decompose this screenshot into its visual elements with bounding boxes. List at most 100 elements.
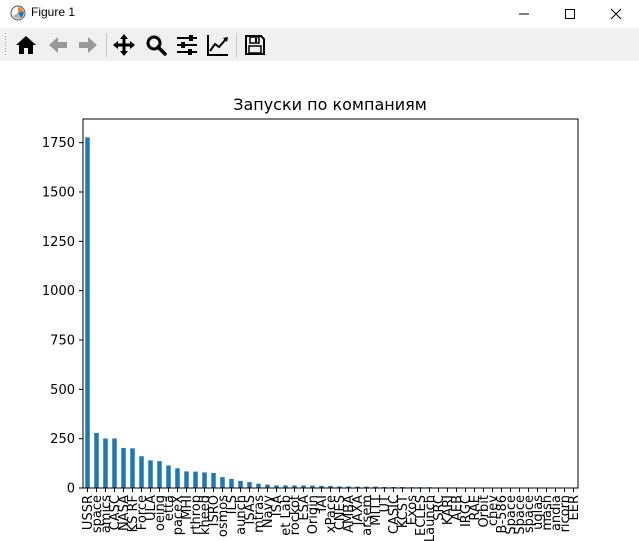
bar xyxy=(346,486,351,488)
bar xyxy=(211,473,216,488)
window-title: Figure 1 xyxy=(31,5,76,19)
x-tick-label: space xyxy=(90,495,105,533)
x-tick-label: RAE xyxy=(468,495,483,521)
x-tick-label: xPace xyxy=(324,495,339,533)
x-tick-label: JAXA xyxy=(351,495,366,526)
minimize-button[interactable] xyxy=(501,0,547,28)
arrow-left-icon xyxy=(49,37,67,53)
subplots-button[interactable] xyxy=(173,31,201,59)
y-tick-label: 1000 xyxy=(42,284,75,299)
maximize-button[interactable] xyxy=(547,0,593,28)
home-icon xyxy=(16,36,36,54)
x-tick-label: e Launch xyxy=(423,495,438,541)
bar xyxy=(274,485,279,488)
x-tick-label: Exos xyxy=(405,495,420,525)
bar xyxy=(220,477,225,488)
home-button[interactable] xyxy=(12,31,40,59)
y-tick-label: 1250 xyxy=(42,235,75,250)
x-tick-label: mash xyxy=(540,495,555,531)
x-tick-label: chev xyxy=(486,495,501,526)
chart-title: Запуски по компаниям xyxy=(233,95,427,114)
bar xyxy=(364,486,369,488)
y-tick-label: 1750 xyxy=(42,136,75,151)
x-tick-label: NASA xyxy=(117,495,132,531)
x-tick-label: AMBA xyxy=(342,495,357,533)
navigation-toolbar xyxy=(0,28,639,61)
save-button[interactable] xyxy=(241,31,269,59)
edit-axis-button[interactable] xyxy=(204,31,232,59)
x-tick-label: MHI xyxy=(180,495,195,520)
toolbar-separator xyxy=(236,33,237,57)
bar xyxy=(166,465,171,488)
bar xyxy=(175,468,180,488)
y-tick-label: 1500 xyxy=(42,186,75,201)
x-tick-label: ISRO xyxy=(207,495,222,526)
zoom-button[interactable] xyxy=(142,31,170,59)
bar xyxy=(130,448,135,488)
bar xyxy=(247,482,252,488)
bar xyxy=(373,486,378,488)
x-tick-label: kheed xyxy=(198,495,213,535)
bar xyxy=(193,471,198,488)
x-tick-label: uglas xyxy=(531,495,546,530)
x-tick-label: EER xyxy=(567,495,582,520)
close-button[interactable] xyxy=(593,0,639,28)
x-tick-label: Origin xyxy=(306,495,321,534)
x-tick-label: ULA xyxy=(144,495,159,521)
y-tick-label: 250 xyxy=(50,432,75,447)
x-tick-label: ESA xyxy=(297,495,312,521)
x-tick-label: Space xyxy=(513,495,528,535)
chart-line-icon xyxy=(207,35,228,56)
x-tick-label: Orbit xyxy=(477,495,492,528)
bar xyxy=(256,483,261,488)
maximize-icon xyxy=(565,9,575,19)
x-tick-label: UT xyxy=(378,495,393,513)
x-tick-label: aunch xyxy=(234,495,249,535)
x-tick-label: Force xyxy=(135,495,150,530)
x-tick-label: et Lab xyxy=(279,495,294,536)
y-tick-label: 500 xyxy=(50,383,75,398)
y-tick-label: 0 xyxy=(67,482,75,497)
bar xyxy=(85,137,90,489)
x-tick-label: oeing xyxy=(153,495,168,531)
bar xyxy=(148,460,153,488)
x-tick-label: KCST xyxy=(396,495,411,528)
x-tick-label: Navy xyxy=(261,495,276,528)
x-tick-label: rthrop xyxy=(189,495,204,535)
bar xyxy=(292,485,297,488)
bar xyxy=(265,484,270,488)
x-tick-label: ISA xyxy=(270,495,285,516)
bar xyxy=(229,478,234,488)
x-tick-label: AEB xyxy=(450,495,465,521)
x-tick-label: andia xyxy=(549,495,564,531)
figure-canvas[interactable]: Запуски по компаниям 0 250 500 750 1000 1250 1… xyxy=(0,61,639,541)
x-tick-label: amics xyxy=(99,495,114,533)
bar-chart: Запуски по компаниям 0 250 500 750 1000 1250 1… xyxy=(42,95,582,541)
pan-button[interactable] xyxy=(110,31,138,59)
x-tick-label: CASC xyxy=(108,495,123,530)
x-tick-label: USSR xyxy=(81,495,96,530)
floppy-icon xyxy=(245,35,265,55)
x-tick-label: paceX xyxy=(171,495,186,535)
bar xyxy=(112,438,117,488)
x-tick-label: B-586 xyxy=(495,495,510,533)
bar xyxy=(328,486,333,488)
bar xyxy=(157,461,162,488)
title-bar: Figure 1 xyxy=(0,0,639,28)
x-tick-label: IRGC xyxy=(459,495,474,527)
forward-button[interactable] xyxy=(74,31,102,59)
x-tick-label: mtras xyxy=(252,495,267,533)
matplotlib-logo-icon xyxy=(10,5,26,21)
back-button[interactable] xyxy=(44,31,72,59)
x-tick-label: ILS xyxy=(225,495,240,514)
x-tick-label: IAI xyxy=(315,495,330,512)
bar xyxy=(238,480,243,488)
toolbar-grip-icon xyxy=(5,33,6,55)
bar xyxy=(139,456,144,488)
x-tick-label: CNES xyxy=(333,495,348,530)
x-tick-label: space xyxy=(522,495,537,533)
x-tick-label: arsem xyxy=(360,495,375,536)
bar xyxy=(355,486,360,488)
zoom-icon xyxy=(146,35,167,56)
